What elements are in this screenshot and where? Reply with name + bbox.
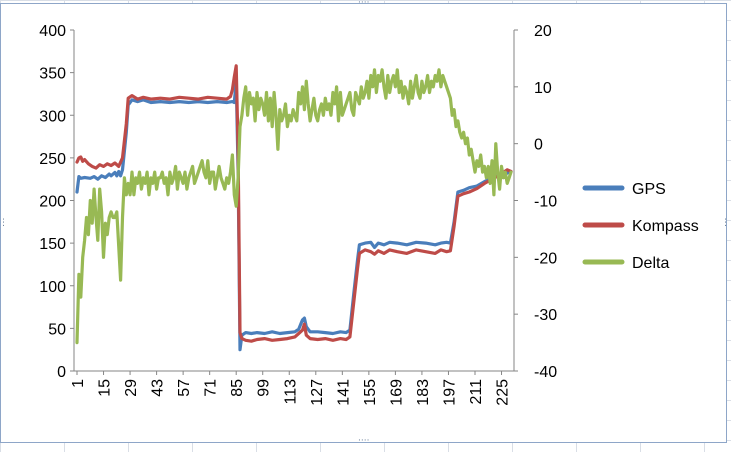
series-line-kompass <box>75 64 513 343</box>
right-y-tick-label: 10 <box>534 80 552 97</box>
right-y-tick-label: -30 <box>534 307 557 324</box>
x-tick-label: 99 <box>256 379 273 397</box>
x-tick-label: 225 <box>495 379 512 406</box>
legend-label-gps: GPS <box>632 181 666 198</box>
x-tick-label: 211 <box>468 379 485 405</box>
left-y-tick-label: 50 <box>48 321 66 338</box>
x-tick-label: 197 <box>441 379 458 406</box>
x-tick-label: 1 <box>70 379 87 388</box>
left-y-tick-label: 0 <box>57 364 66 381</box>
x-tick-label: 29 <box>123 379 140 397</box>
right-y-tick-label: 20 <box>534 23 552 40</box>
resize-handle-left[interactable]: ⋮ <box>0 218 8 228</box>
resize-handle-top[interactable]: ···· <box>358 0 370 8</box>
x-tick-label: 57 <box>176 379 193 397</box>
series-line-gps <box>75 79 513 352</box>
right-y-tick-label: 0 <box>534 137 543 154</box>
left-y-tick-label: 100 <box>39 279 66 296</box>
x-tick-label: 141 <box>335 379 352 406</box>
left-y-tick-label: 200 <box>39 194 66 211</box>
legend-label-kompass: Kompass <box>632 218 699 235</box>
x-tick-label: 127 <box>309 379 326 406</box>
x-tick-label: 155 <box>362 379 379 406</box>
x-tick-label: 183 <box>415 379 432 406</box>
left-y-tick-label: 400 <box>39 23 66 40</box>
left-y-tick-label: 250 <box>39 151 66 168</box>
series-line-delta <box>75 68 513 345</box>
x-tick-label: 71 <box>203 379 220 397</box>
x-tick-label: 43 <box>150 379 167 397</box>
resize-handle-bottom[interactable]: ···· <box>358 436 370 446</box>
right-y-tick-label: -10 <box>534 194 557 211</box>
legend-label-delta: Delta <box>632 255 669 272</box>
left-y-tick-label: 300 <box>39 108 66 125</box>
x-tick-label: 169 <box>388 379 405 406</box>
left-y-tick-label: 350 <box>39 66 66 83</box>
resize-handle-right[interactable]: ⋮ <box>721 218 730 228</box>
left-y-tick-label: 150 <box>39 236 66 253</box>
right-y-tick-label: -20 <box>534 250 557 267</box>
x-tick-label: 85 <box>229 379 246 397</box>
x-tick-label: 113 <box>282 379 299 405</box>
right-y-tick-label: -40 <box>534 364 557 381</box>
x-tick-label: 15 <box>97 379 114 397</box>
